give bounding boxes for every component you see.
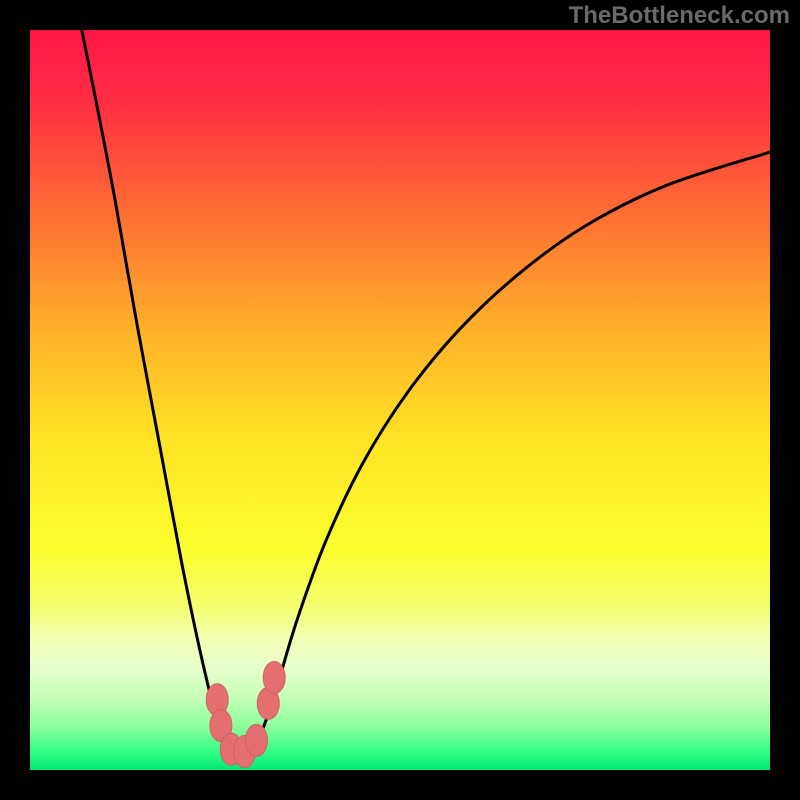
data-marker [263,662,285,694]
data-marker [245,724,267,756]
chart-container: TheBottleneck.com [0,0,800,800]
watermark-text: TheBottleneck.com [569,2,790,30]
chart-svg [0,0,800,800]
plot-background [30,30,770,770]
